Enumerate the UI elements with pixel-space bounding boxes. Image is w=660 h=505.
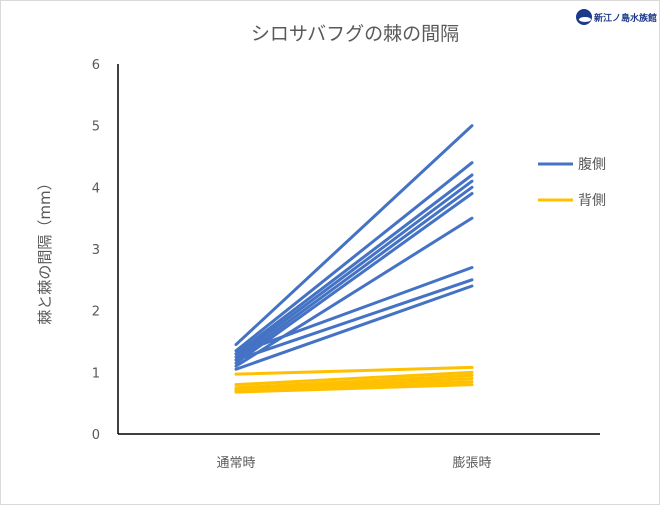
y-axis-label: 棘と棘の間隔（mm） [36, 175, 54, 324]
y-tick-label: 0 [92, 428, 100, 443]
series-line [234, 377, 474, 392]
series-line [234, 278, 474, 362]
series-line [234, 124, 474, 347]
series-line [234, 266, 474, 356]
legend-label: 腹側 [578, 156, 606, 173]
series-line [234, 284, 474, 371]
series-line [234, 185, 474, 362]
x-tick-label: 通常時 [216, 456, 255, 471]
series-lines [234, 124, 474, 394]
y-tick-label: 2 [92, 305, 100, 320]
aquarium-logo: 新江ノ島水族館 [576, 9, 657, 25]
series-line [234, 173, 474, 356]
aquarium-logo-icon [576, 9, 592, 25]
y-tick-label: 4 [92, 181, 100, 196]
series-line [234, 365, 474, 376]
y-tick-label: 5 [92, 120, 100, 135]
chart-title: シロサバフグの棘の間隔 [251, 23, 459, 45]
series-line [234, 161, 474, 353]
axes: 0 1 2 3 4 5 6 通常時 膨張時 [92, 58, 600, 471]
series-line [234, 179, 474, 359]
series-line [234, 383, 474, 394]
y-tick-label: 1 [92, 366, 100, 381]
series-line [234, 370, 474, 387]
y-tick-label: 6 [92, 58, 100, 73]
legend-label: 背側 [578, 193, 606, 209]
series-line [234, 380, 474, 393]
y-tick-label: 3 [92, 243, 100, 258]
series-line [234, 192, 474, 365]
x-tick-label: 膨張時 [452, 456, 491, 471]
logo-text: 新江ノ島水族館 [594, 13, 658, 24]
series-line [234, 373, 474, 390]
series-line [234, 216, 474, 368]
